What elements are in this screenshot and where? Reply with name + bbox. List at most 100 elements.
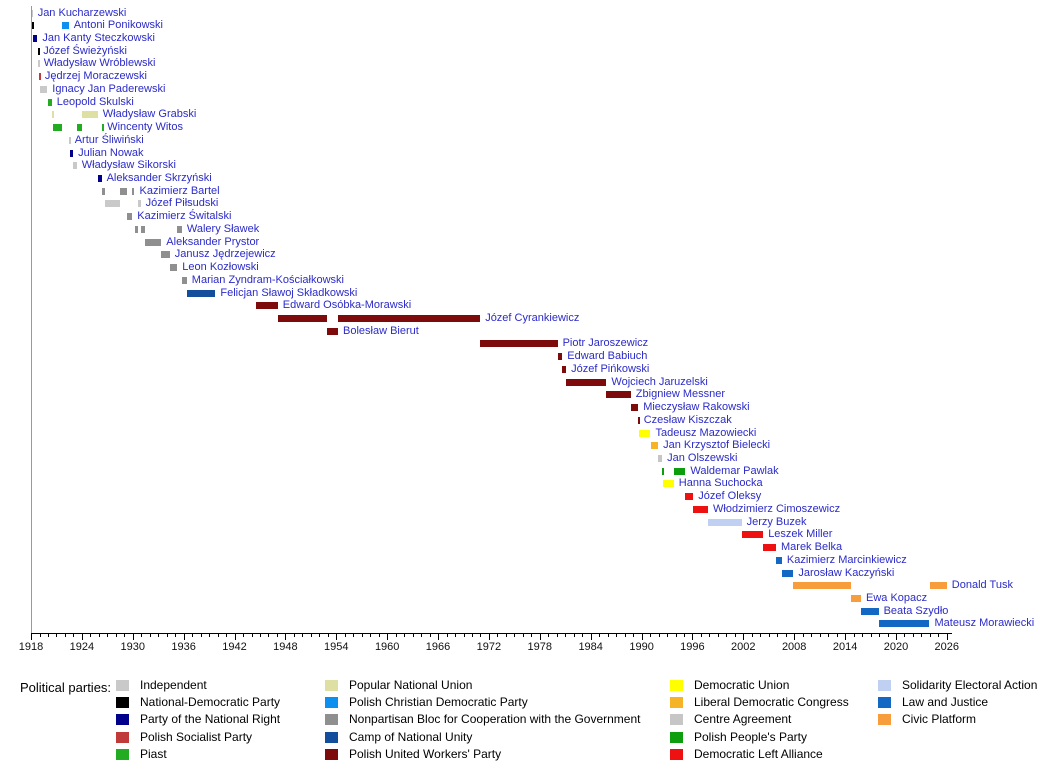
axis-minor-tick [667,634,668,637]
pm-name-link[interactable]: Wojciech Jaruzelski [611,375,708,388]
pm-name-link[interactable]: Walery Sławek [186,222,260,235]
pm-name-link[interactable]: Władysław Sikorski [81,159,176,172]
pm-term-bar [38,60,41,68]
legend-swatch-peoples_party [670,731,683,743]
pm-name-link[interactable]: Jarosław Kaczyński [798,566,895,579]
axis-minor-tick [726,634,728,637]
axis-minor-tick [192,634,194,637]
pm-name-link[interactable]: Ewa Kopacz [866,591,928,604]
pm-name-link[interactable]: Antoni Ponikowski [73,19,163,32]
pm-name-link[interactable]: Jędrzej Moraczewski [44,70,147,83]
pm-name-link[interactable]: Ignacy Jan Paderewski [52,82,166,95]
pm-term-bar [144,238,162,246]
pm-term-bar [69,149,74,157]
pm-term-bar [781,569,794,577]
pm-term-bar [39,85,48,93]
pm-name-link[interactable]: Mieczysław Rakowski [643,401,750,413]
pm-name-link[interactable]: Tadeusz Mazowiecki [655,426,757,439]
pm-name-link[interactable]: Jerzy Buzek [746,515,807,528]
pm-name-link[interactable]: Beata Szydło [883,604,949,617]
pm-name-link[interactable]: Leon Kozłowski [182,261,259,273]
axis-minor-tick [887,634,889,637]
axis-minor-tick [802,634,804,637]
pm-name-link[interactable]: Waldemar Pawlak [690,464,779,477]
axis-minor-tick [734,634,736,637]
pm-name-link[interactable]: Jan Kucharzewski [37,6,127,19]
pm-name-link[interactable]: Kazimierz Marcinkiewicz [786,553,907,566]
pm-name-link[interactable]: Józef Oleksy [698,490,762,503]
pm-name-link[interactable]: Józef Piłsudski [145,197,219,210]
pm-name-link[interactable]: Leszek Miller [768,528,833,541]
axis-minor-tick [616,634,618,637]
pm-name-link[interactable]: Kazimierz Świtalski [137,210,232,223]
pm-name-link[interactable]: Julian Nowak [78,146,144,159]
pm-term-bar [662,467,665,475]
pm-name-link[interactable]: Artur Śliwiński [74,133,144,146]
pm-name-link[interactable]: Włodzimierz Cimoszewicz [713,502,841,515]
pm-term-bar [140,225,145,233]
legend-swatch-liberal_congress [670,697,683,709]
pm-name-link[interactable]: Jan Kanty Steczkowski [42,32,155,44]
pm-name-link[interactable]: Hanna Suchocka [678,477,763,490]
axis-minor-tick [124,634,126,637]
pm-name-link[interactable]: Józef Świeżyński [43,44,127,57]
axis-minor-tick [73,634,75,637]
axis-major-tick [946,634,948,640]
pm-name-link[interactable]: Władysław Wróblewski [43,57,156,70]
legend-swatch-christian_democratic [325,697,338,709]
pm-name-link[interactable]: Donald Tusk [951,579,1013,592]
pm-name-link[interactable]: Aleksander Skrzyński [106,172,212,184]
axis-minor-tick [505,634,507,637]
axis-tick-label: 1996 [680,641,705,653]
axis-minor-tick [870,634,872,637]
pm-name-link[interactable]: Jan Olszewski [667,451,738,464]
legend-swatch-centre_agreement [670,714,683,726]
axis-minor-tick [260,634,261,637]
pm-name-link[interactable]: Wincenty Witos [107,121,183,133]
legend-swatch-united_workers [325,748,338,760]
axis-minor-tick [327,634,329,637]
legend-swatch-law_justice [878,697,891,709]
pm-name-link[interactable]: Marian Zyndram-Kościałkowski [191,273,345,286]
pm-term-bar [134,225,139,233]
pm-name-link[interactable]: Edward Osóbka-Morawski [282,299,412,312]
legend-label-law_justice: Law and Justice [902,695,989,710]
axis-minor-tick [709,634,711,637]
pm-term-bar [650,442,659,450]
axis-tick-label: 1924 [69,641,95,653]
axis-minor-tick [497,634,499,637]
pm-term-bar [557,353,563,361]
legend-label-left_alliance: Democratic Left Alliance [694,746,823,761]
pm-term-bar [562,365,567,373]
pm-term-bar [658,454,663,462]
pm-name-link[interactable]: Mateusz Morawiecki [934,617,1035,630]
pm-term-bar [161,251,170,259]
pm-name-link[interactable]: Czesław Kiszczak [643,413,732,426]
axis-minor-tick [107,634,109,637]
axis-minor-tick [64,634,66,637]
pm-name-link[interactable]: Zbigniew Messner [635,388,726,401]
axis-minor-tick [828,634,830,637]
pm-name-link[interactable]: Marek Belka [781,541,843,553]
axis-minor-tick [361,634,363,637]
legend-label-camp_national_unity: Camp of National Unity [349,729,473,744]
pm-name-link[interactable]: Aleksander Prystor [166,235,260,248]
axis-minor-tick [751,634,753,637]
pm-name-link[interactable]: Kazimierz Bartel [139,184,220,197]
pm-name-link[interactable]: Józef Pińkowski [571,362,650,375]
axis-minor-tick [209,634,211,637]
pm-name-link[interactable]: Piotr Jaroszewicz [562,337,649,350]
pm-name-link[interactable]: Bolesław Bierut [343,324,419,337]
pm-term-bar [685,493,694,501]
pm-name-link[interactable]: Jan Krzysztof Bielecki [663,439,771,452]
pm-name-link[interactable]: Władysław Grabski [102,108,197,121]
pm-term-bar [566,378,607,386]
pm-name-link[interactable]: Józef Cyrankiewicz [485,311,580,324]
pm-name-link[interactable]: Felicjan Sławoj Składkowski [220,286,358,299]
pm-name-link[interactable]: Janusz Jędrzejewicz [174,248,276,261]
pm-term-bar [630,404,639,411]
pm-name-link[interactable]: Leopold Skulski [56,95,134,108]
pm-term-bar [69,136,72,144]
pm-name-link[interactable]: Edward Babiuch [567,350,648,363]
